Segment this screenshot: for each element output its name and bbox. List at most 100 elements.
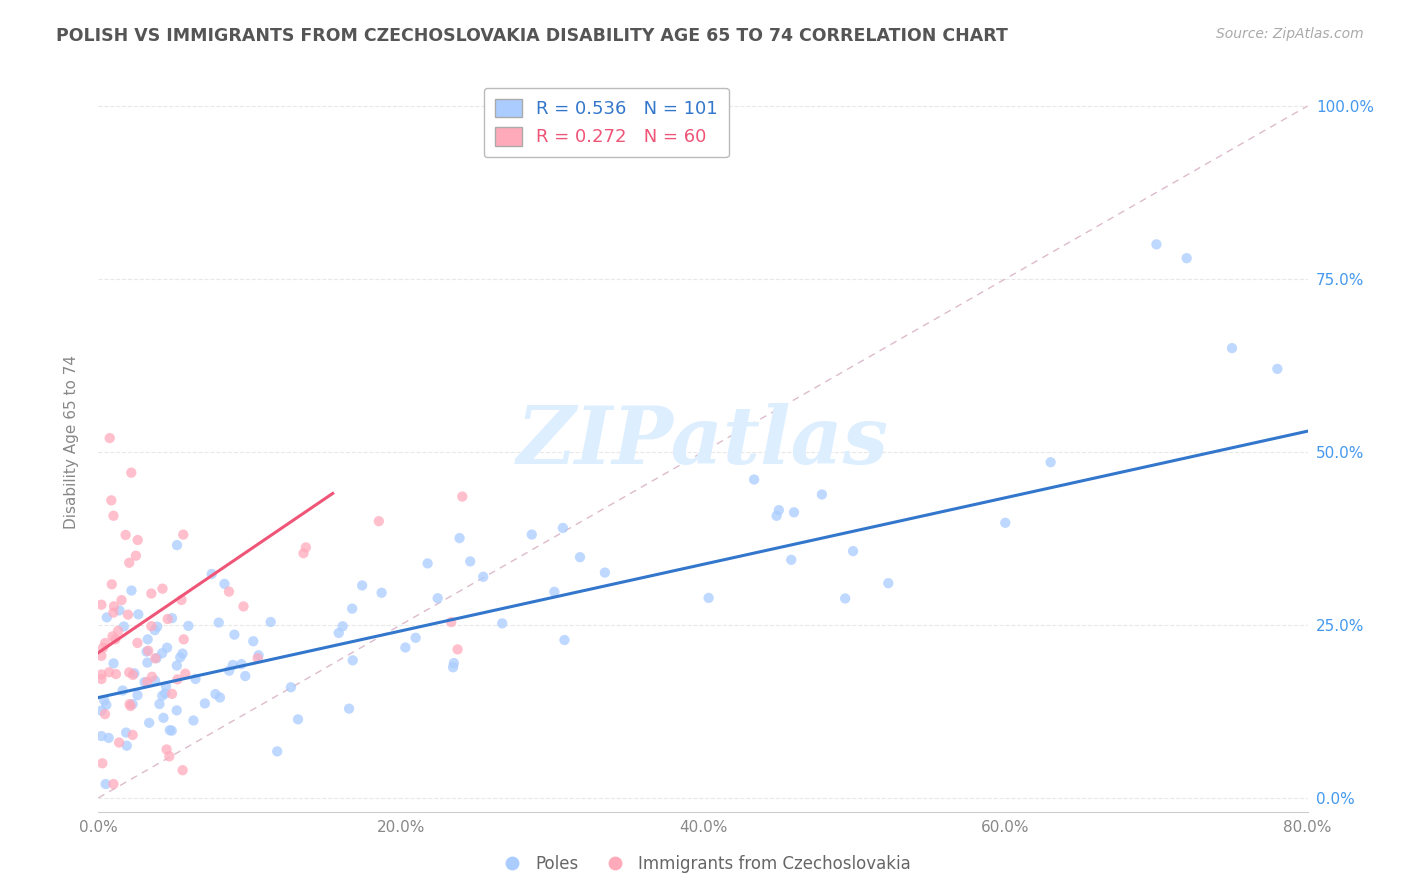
Text: ZIPatlas: ZIPatlas: [517, 403, 889, 480]
Point: [174, 666, 197, 681]
Point: [834, 591, 856, 606]
Point: [352, 578, 374, 592]
Point: [1175, 251, 1198, 265]
Point: [136, 674, 159, 689]
Point: [443, 656, 465, 670]
Point: [150, 689, 173, 703]
Point: [90, 729, 112, 743]
Point: [214, 577, 236, 591]
Point: [340, 601, 363, 615]
Point: [440, 615, 463, 629]
Point: [111, 683, 134, 698]
Point: [811, 487, 834, 501]
Point: [266, 744, 288, 758]
Point: [416, 557, 439, 571]
Point: [94, 777, 117, 791]
Point: [183, 714, 205, 728]
Point: [449, 531, 471, 545]
Point: [112, 619, 135, 633]
Point: [148, 697, 170, 711]
Point: [101, 629, 124, 643]
Point: [121, 583, 143, 598]
Point: [783, 505, 806, 519]
Point: [103, 777, 125, 791]
Point: [472, 570, 495, 584]
Point: [224, 627, 246, 641]
Point: [156, 612, 179, 626]
Point: [90, 704, 112, 718]
Point: [543, 585, 565, 599]
Point: [97, 731, 120, 745]
Point: [491, 616, 513, 631]
Point: [169, 650, 191, 665]
Point: [994, 516, 1017, 530]
Point: [96, 698, 118, 712]
Point: [172, 527, 194, 541]
Text: POLISH VS IMMIGRANTS FROM CZECHOSLOVAKIA DISABILITY AGE 65 TO 74 CORRELATION CHA: POLISH VS IMMIGRANTS FROM CZECHOSLOVAKIA…: [56, 27, 1008, 45]
Point: [103, 508, 125, 523]
Point: [108, 603, 131, 617]
Point: [114, 528, 136, 542]
Point: [233, 669, 256, 683]
Point: [218, 664, 240, 678]
Point: [124, 666, 146, 681]
Point: [232, 599, 254, 614]
Point: [122, 668, 145, 682]
Point: [100, 493, 122, 508]
Point: [136, 656, 159, 670]
Point: [295, 541, 318, 555]
Point: [143, 673, 166, 688]
Point: [90, 648, 112, 663]
Point: [103, 599, 125, 614]
Point: [201, 567, 224, 582]
Point: [177, 619, 200, 633]
Point: [152, 582, 174, 596]
Point: [593, 566, 616, 580]
Point: [742, 473, 765, 487]
Point: [121, 697, 143, 711]
Point: [280, 680, 302, 694]
Point: [441, 660, 464, 674]
Point: [153, 687, 176, 701]
Point: [520, 527, 543, 541]
Point: [1144, 237, 1167, 252]
Point: [104, 632, 127, 647]
Y-axis label: Disability Age 65 to 74: Disability Age 65 to 74: [65, 354, 79, 529]
Point: [156, 742, 179, 756]
Point: [143, 624, 166, 638]
Point: [98, 665, 121, 680]
Point: [451, 490, 474, 504]
Point: [328, 626, 350, 640]
Point: [127, 636, 149, 650]
Point: [117, 607, 139, 622]
Point: [768, 503, 790, 517]
Point: [260, 615, 283, 629]
Point: [342, 653, 364, 667]
Point: [166, 658, 188, 673]
Point: [134, 675, 156, 690]
Point: [208, 615, 231, 630]
Point: [697, 591, 720, 605]
Point: [125, 549, 148, 563]
Point: [247, 648, 270, 663]
Point: [136, 644, 159, 658]
Legend: Poles, Immigrants from Czechoslovakia: Poles, Immigrants from Czechoslovakia: [488, 848, 918, 880]
Point: [446, 642, 468, 657]
Point: [208, 690, 231, 705]
Point: [90, 672, 112, 686]
Point: [842, 544, 865, 558]
Point: [127, 688, 149, 702]
Point: [146, 620, 169, 634]
Point: [458, 554, 481, 568]
Legend: R = 0.536   N = 101, R = 0.272   N = 60: R = 0.536 N = 101, R = 0.272 N = 60: [484, 87, 728, 157]
Point: [94, 636, 117, 650]
Point: [145, 651, 167, 665]
Point: [152, 711, 174, 725]
Point: [94, 707, 117, 722]
Point: [172, 763, 194, 777]
Point: [160, 687, 183, 701]
Point: [426, 591, 449, 606]
Point: [194, 697, 217, 711]
Point: [370, 586, 392, 600]
Point: [127, 533, 149, 547]
